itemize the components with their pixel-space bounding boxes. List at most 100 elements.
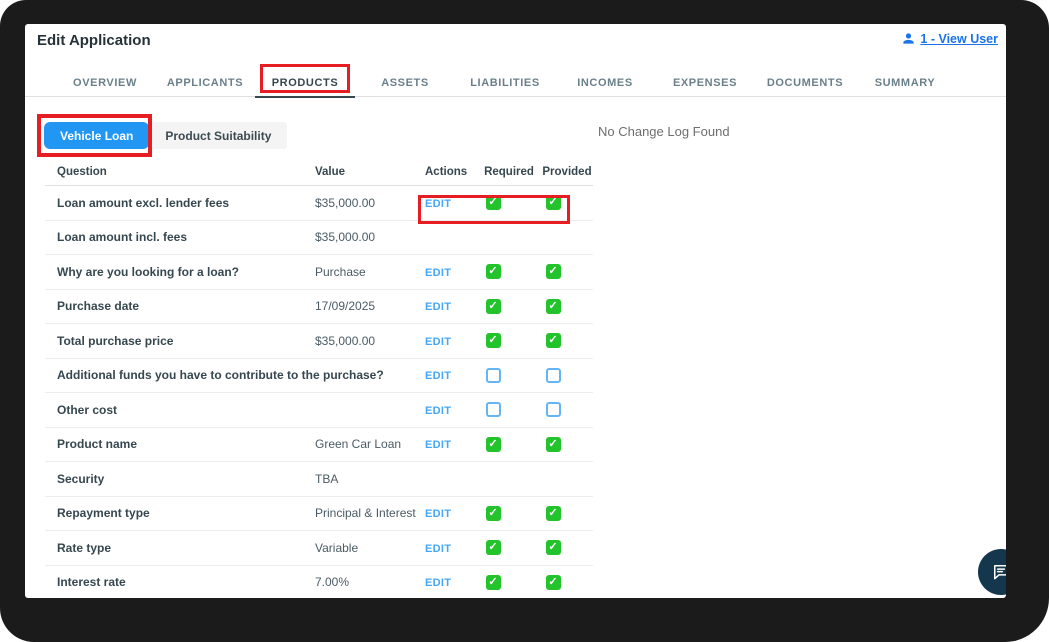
table-row: Total purchase price $35,000.00 EDIT (45, 324, 593, 359)
main-tab-label: SUMMARY (874, 76, 936, 89)
required-checkbox[interactable] (485, 333, 501, 349)
question-cell: Purchase date (57, 299, 140, 314)
main-tab[interactable]: OVERVIEW (55, 68, 155, 97)
main-tabs: OVERVIEW APPLICANTS PRODUCTS ASSETS LIAB… (55, 64, 955, 98)
column-header-provided: Provided (542, 165, 592, 178)
provided-checkbox[interactable] (545, 505, 561, 521)
main-tab[interactable]: SUMMARY (855, 68, 955, 97)
table-row: Loan amount incl. fees $35,000.00 (45, 221, 593, 255)
main-tab[interactable]: DOCUMENTS (755, 68, 855, 97)
view-user-label: 1 - View User (920, 31, 998, 46)
value-cell: $35,000.00 (315, 195, 376, 210)
product-subtabs: Vehicle Loan Product Suitability (44, 122, 288, 149)
table-row: Rate type Variable EDIT (45, 531, 593, 566)
provided-checkbox[interactable] (545, 574, 561, 590)
table-row: Repayment type Principal & Interest EDIT (45, 497, 593, 531)
table-row: Security TBA (45, 462, 593, 497)
table-row: Loan amount excl. lender fees $35,000.00… (45, 186, 593, 221)
person-icon (903, 33, 915, 44)
required-checkbox[interactable] (485, 574, 501, 590)
provided-checkbox[interactable] (545, 402, 561, 418)
main-tab-label: INCOMES (577, 76, 633, 89)
product-subtab[interactable]: Product Suitability (149, 122, 288, 149)
page-title: Edit Application (37, 32, 151, 49)
edit-link[interactable]: EDIT (425, 266, 452, 279)
question-cell: Why are you looking for a loan? (57, 264, 240, 279)
product-subtab[interactable]: Vehicle Loan (44, 122, 150, 149)
provided-checkbox[interactable] (545, 195, 561, 211)
column-header-required: Required (484, 165, 534, 178)
provided-checkbox[interactable] (545, 333, 561, 349)
table-header-row: Question Value Actions Required Provided (45, 158, 593, 186)
table-row: Other cost EDIT (45, 393, 593, 428)
main-tab[interactable]: EXPENSES (655, 68, 755, 97)
edit-link[interactable]: EDIT (425, 542, 452, 555)
value-cell: 17/09/2025 (315, 299, 376, 314)
value-cell: Variable (315, 540, 359, 555)
edit-link[interactable]: EDIT (425, 577, 452, 590)
main-tab[interactable]: INCOMES (555, 68, 655, 97)
edit-link[interactable]: EDIT (425, 197, 452, 210)
value-cell: TBA (315, 471, 339, 486)
provided-checkbox[interactable] (545, 540, 561, 556)
question-cell: Other cost (57, 402, 118, 417)
table-row: Why are you looking for a loan? Purchase… (45, 255, 593, 290)
value-cell: Green Car Loan (315, 437, 402, 452)
required-checkbox[interactable] (485, 264, 501, 280)
product-subtab-label: Product Suitability (165, 128, 272, 143)
question-cell: Product name (57, 437, 138, 452)
chat-fab-button[interactable] (978, 549, 1006, 595)
table-row: Product name Green Car Loan EDIT (45, 428, 593, 462)
main-tab-label: ASSETS (381, 76, 429, 89)
main-tab-label: PRODUCTS (271, 76, 339, 89)
question-cell: Security (57, 471, 105, 486)
edit-link[interactable]: EDIT (425, 370, 452, 383)
view-user-link[interactable]: 1 - View User (901, 31, 998, 46)
value-cell: $35,000.00 (315, 230, 376, 245)
main-tab[interactable]: ASSETS (355, 68, 455, 97)
edit-link[interactable]: EDIT (425, 439, 452, 452)
required-checkbox[interactable] (485, 298, 501, 314)
product-subtab-label: Vehicle Loan (60, 128, 134, 143)
edit-link[interactable]: EDIT (425, 335, 452, 348)
provided-checkbox[interactable] (545, 436, 561, 452)
provided-checkbox[interactable] (545, 264, 561, 280)
value-cell: 7.00% (315, 575, 350, 590)
change-log-empty-text: No Change Log Found (598, 124, 730, 139)
main-tab[interactable]: LIABILITIES (455, 68, 555, 97)
question-cell: Loan amount excl. lender fees (57, 195, 230, 210)
required-checkbox[interactable] (485, 402, 501, 418)
question-cell: Loan amount incl. fees (57, 230, 188, 245)
column-header-actions: Actions (425, 165, 468, 178)
questions-table: Question Value Actions Required Provided… (45, 158, 593, 598)
tabstrip-divider (25, 96, 1006, 97)
question-cell: Interest rate (57, 575, 126, 590)
table-body: Loan amount excl. lender fees $35,000.00… (45, 186, 593, 598)
table-row: Purchase date 17/09/2025 EDIT (45, 290, 593, 324)
app-window: Edit Application 1 - View User OVERVIEW … (25, 24, 1006, 598)
table-row: Interest rate 7.00% EDIT (45, 566, 593, 599)
value-cell: Principal & Interest (315, 506, 416, 521)
question-cell: Repayment type (57, 506, 150, 521)
main-tab-label: DOCUMENTS (766, 76, 844, 89)
provided-checkbox[interactable] (545, 298, 561, 314)
required-checkbox[interactable] (485, 505, 501, 521)
question-cell: Total purchase price (57, 333, 174, 348)
required-checkbox[interactable] (485, 367, 501, 383)
main-tab-label: LIABILITIES (470, 76, 540, 89)
value-cell: $35,000.00 (315, 333, 376, 348)
main-tab[interactable]: PRODUCTS (255, 64, 355, 98)
required-checkbox[interactable] (485, 436, 501, 452)
provided-checkbox[interactable] (545, 367, 561, 383)
required-checkbox[interactable] (485, 195, 501, 211)
main-tab[interactable]: APPLICANTS (155, 68, 255, 97)
edit-link[interactable]: EDIT (425, 301, 452, 314)
table-row: Additional funds you have to contribute … (45, 359, 593, 393)
required-checkbox[interactable] (485, 540, 501, 556)
question-cell: Additional funds you have to contribute … (57, 368, 384, 383)
question-cell: Rate type (57, 540, 112, 555)
main-tab-label: APPLICANTS (166, 76, 244, 89)
edit-link[interactable]: EDIT (425, 508, 452, 521)
edit-link[interactable]: EDIT (425, 404, 452, 417)
column-header-value: Value (315, 165, 346, 178)
